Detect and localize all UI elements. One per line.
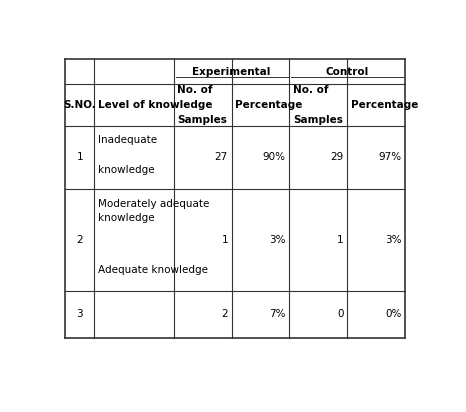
Text: Control: Control xyxy=(326,67,369,77)
Text: 1: 1 xyxy=(221,235,228,245)
Text: 3: 3 xyxy=(76,309,83,319)
Text: 1: 1 xyxy=(337,235,343,245)
Text: S.NO.: S.NO. xyxy=(63,100,96,110)
Text: Adequate knowledge: Adequate knowledge xyxy=(98,265,208,275)
Text: 3%: 3% xyxy=(385,235,401,245)
Text: 2: 2 xyxy=(76,235,83,245)
Text: 0: 0 xyxy=(337,309,343,319)
Text: 2: 2 xyxy=(221,309,228,319)
Text: 29: 29 xyxy=(330,152,343,162)
Text: 7%: 7% xyxy=(269,309,286,319)
Text: Percentage: Percentage xyxy=(235,100,302,110)
Text: 0%: 0% xyxy=(385,309,401,319)
Text: Percentage: Percentage xyxy=(351,100,418,110)
Text: 97%: 97% xyxy=(378,152,401,162)
Text: Inadequate

knowledge: Inadequate knowledge xyxy=(98,135,157,175)
Text: 1: 1 xyxy=(76,152,83,162)
Text: No. of

Samples: No. of Samples xyxy=(178,85,227,125)
Text: No. of

Samples: No. of Samples xyxy=(293,85,343,125)
Text: 27: 27 xyxy=(215,152,228,162)
Text: Level of knowledge: Level of knowledge xyxy=(98,100,212,110)
Text: Moderately adequate
knowledge: Moderately adequate knowledge xyxy=(98,199,209,223)
Text: Experimental: Experimental xyxy=(192,67,271,77)
Text: 3%: 3% xyxy=(269,235,286,245)
Text: 90%: 90% xyxy=(263,152,286,162)
